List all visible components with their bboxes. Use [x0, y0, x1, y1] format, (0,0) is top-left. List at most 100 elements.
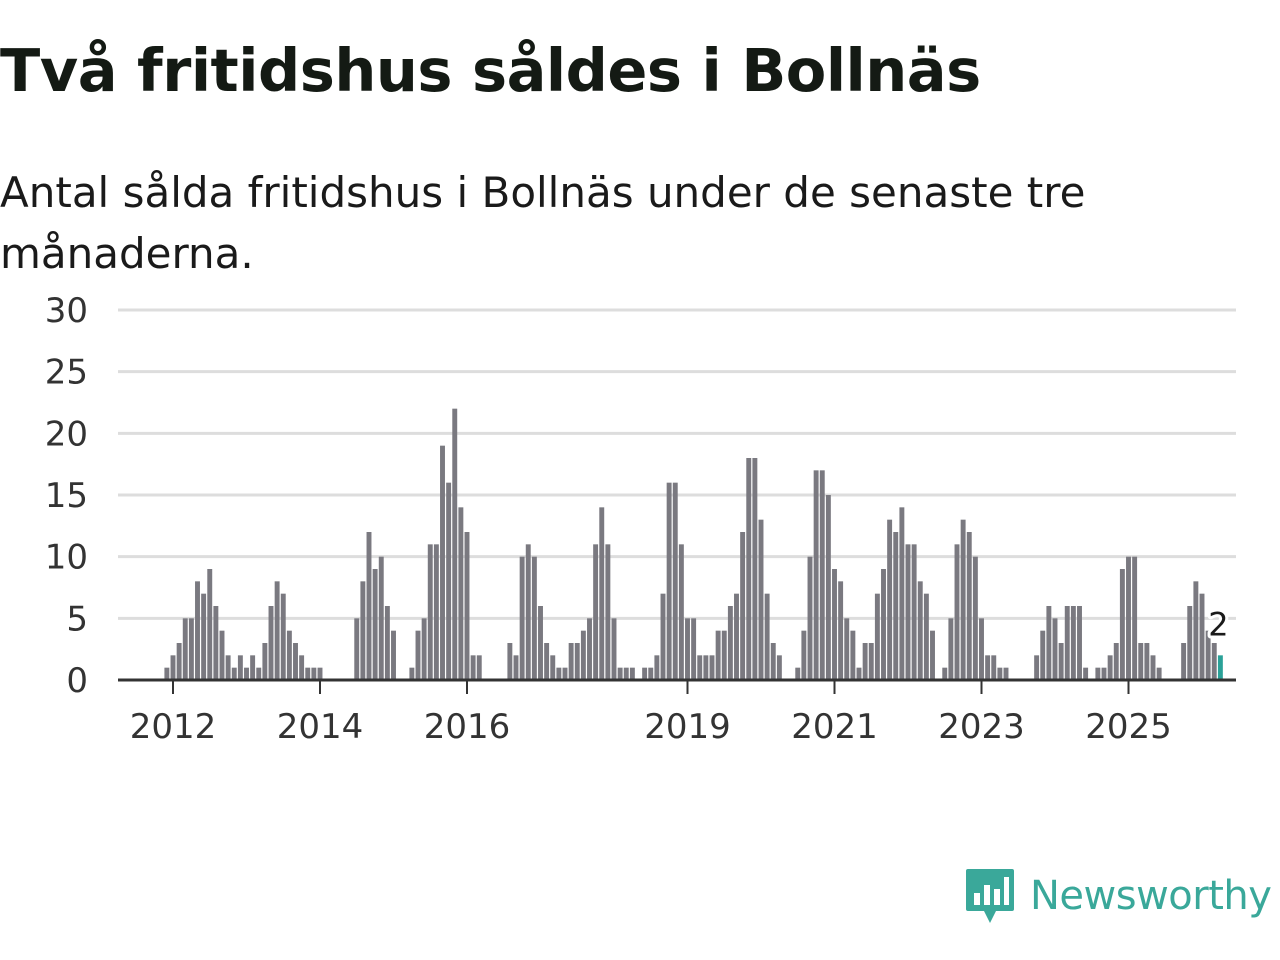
bar	[611, 618, 617, 680]
bar	[513, 655, 519, 680]
y-tick-label: 10	[45, 538, 88, 578]
x-tick-label: 2016	[424, 707, 511, 747]
bar	[170, 655, 176, 680]
x-tick-label: 2014	[277, 707, 364, 747]
bar	[354, 618, 360, 680]
bar	[629, 667, 635, 680]
bar	[1126, 556, 1131, 680]
bar	[985, 655, 991, 680]
newsworthy-logo-icon	[966, 869, 1014, 923]
bar	[979, 618, 984, 680]
bar	[531, 556, 537, 680]
chart-subtitle: Antal sålda fritidshus i Bollnäs under d…	[0, 168, 1086, 278]
bar	[391, 630, 396, 680]
bar	[623, 667, 629, 680]
bar	[648, 667, 654, 680]
bar	[825, 495, 831, 680]
bar	[776, 655, 782, 680]
bar	[366, 532, 372, 680]
bar	[672, 482, 678, 680]
bar	[1211, 643, 1217, 680]
chart-title: Två fritidshus såldes i Bollnäs	[0, 36, 981, 105]
bar	[764, 593, 770, 680]
y-tick-label: 15	[45, 476, 88, 516]
bar	[856, 667, 862, 680]
bar	[544, 643, 550, 680]
bar	[1144, 643, 1150, 680]
bar	[1077, 606, 1082, 680]
bar	[758, 519, 764, 680]
bar	[1101, 667, 1107, 680]
bar	[1199, 593, 1205, 680]
bar	[807, 556, 813, 680]
bar	[599, 507, 605, 680]
bar	[550, 655, 556, 680]
bar	[470, 655, 476, 680]
last-value-annotation: 2	[1205, 602, 1231, 646]
bar	[752, 458, 758, 680]
bar	[862, 643, 868, 680]
brand-name: Newsworthy	[1030, 873, 1272, 919]
bar	[954, 544, 960, 680]
y-tick-label: 5	[66, 599, 88, 639]
bar	[433, 544, 439, 680]
bar	[691, 618, 697, 680]
bar	[1046, 606, 1052, 680]
bar	[409, 667, 415, 680]
bar	[458, 507, 464, 680]
bar	[421, 618, 427, 680]
bar	[1107, 655, 1113, 680]
bar	[176, 643, 182, 680]
bar	[1156, 667, 1162, 680]
bar	[605, 544, 611, 680]
bar	[770, 643, 776, 680]
bar	[1034, 655, 1040, 680]
bar	[580, 630, 586, 680]
bar	[568, 643, 574, 680]
bar	[813, 470, 819, 680]
bar	[556, 667, 562, 680]
bar	[746, 458, 752, 680]
bar	[593, 544, 599, 680]
bar	[250, 655, 256, 680]
bar	[874, 593, 880, 680]
last-value-label: 2	[1208, 605, 1228, 643]
bar	[372, 569, 378, 680]
bar	[1095, 667, 1101, 680]
bar	[244, 667, 249, 680]
bar	[930, 630, 935, 680]
bar	[881, 569, 886, 680]
bar	[715, 630, 721, 680]
bar	[1003, 667, 1009, 680]
x-tick-label: 2019	[644, 707, 731, 747]
y-tick-label: 0	[66, 661, 88, 701]
bar	[538, 606, 543, 680]
bar	[1113, 643, 1119, 680]
x-tick-label: 2021	[791, 707, 878, 747]
bar	[256, 667, 262, 680]
bar	[721, 630, 727, 680]
x-tick-label: 2023	[938, 707, 1025, 747]
bar	[188, 618, 194, 680]
bar	[587, 618, 592, 680]
bar	[446, 482, 452, 680]
bar	[1058, 643, 1064, 680]
bar	[844, 618, 850, 680]
bars	[164, 408, 1223, 680]
bar	[268, 606, 274, 680]
bar	[1138, 643, 1144, 680]
bar	[1205, 630, 1211, 680]
bar	[666, 482, 672, 680]
bar	[727, 606, 733, 680]
bar	[960, 519, 966, 680]
bar	[887, 519, 893, 680]
x-tick-label: 2025	[1085, 707, 1172, 747]
bar	[911, 544, 917, 680]
bar	[1181, 643, 1187, 680]
bar	[225, 655, 231, 680]
y-axis-ticks: 0 5 10 15 20 25 30	[45, 291, 88, 701]
bar	[905, 544, 911, 680]
bar	[966, 532, 972, 680]
bar	[917, 581, 923, 680]
